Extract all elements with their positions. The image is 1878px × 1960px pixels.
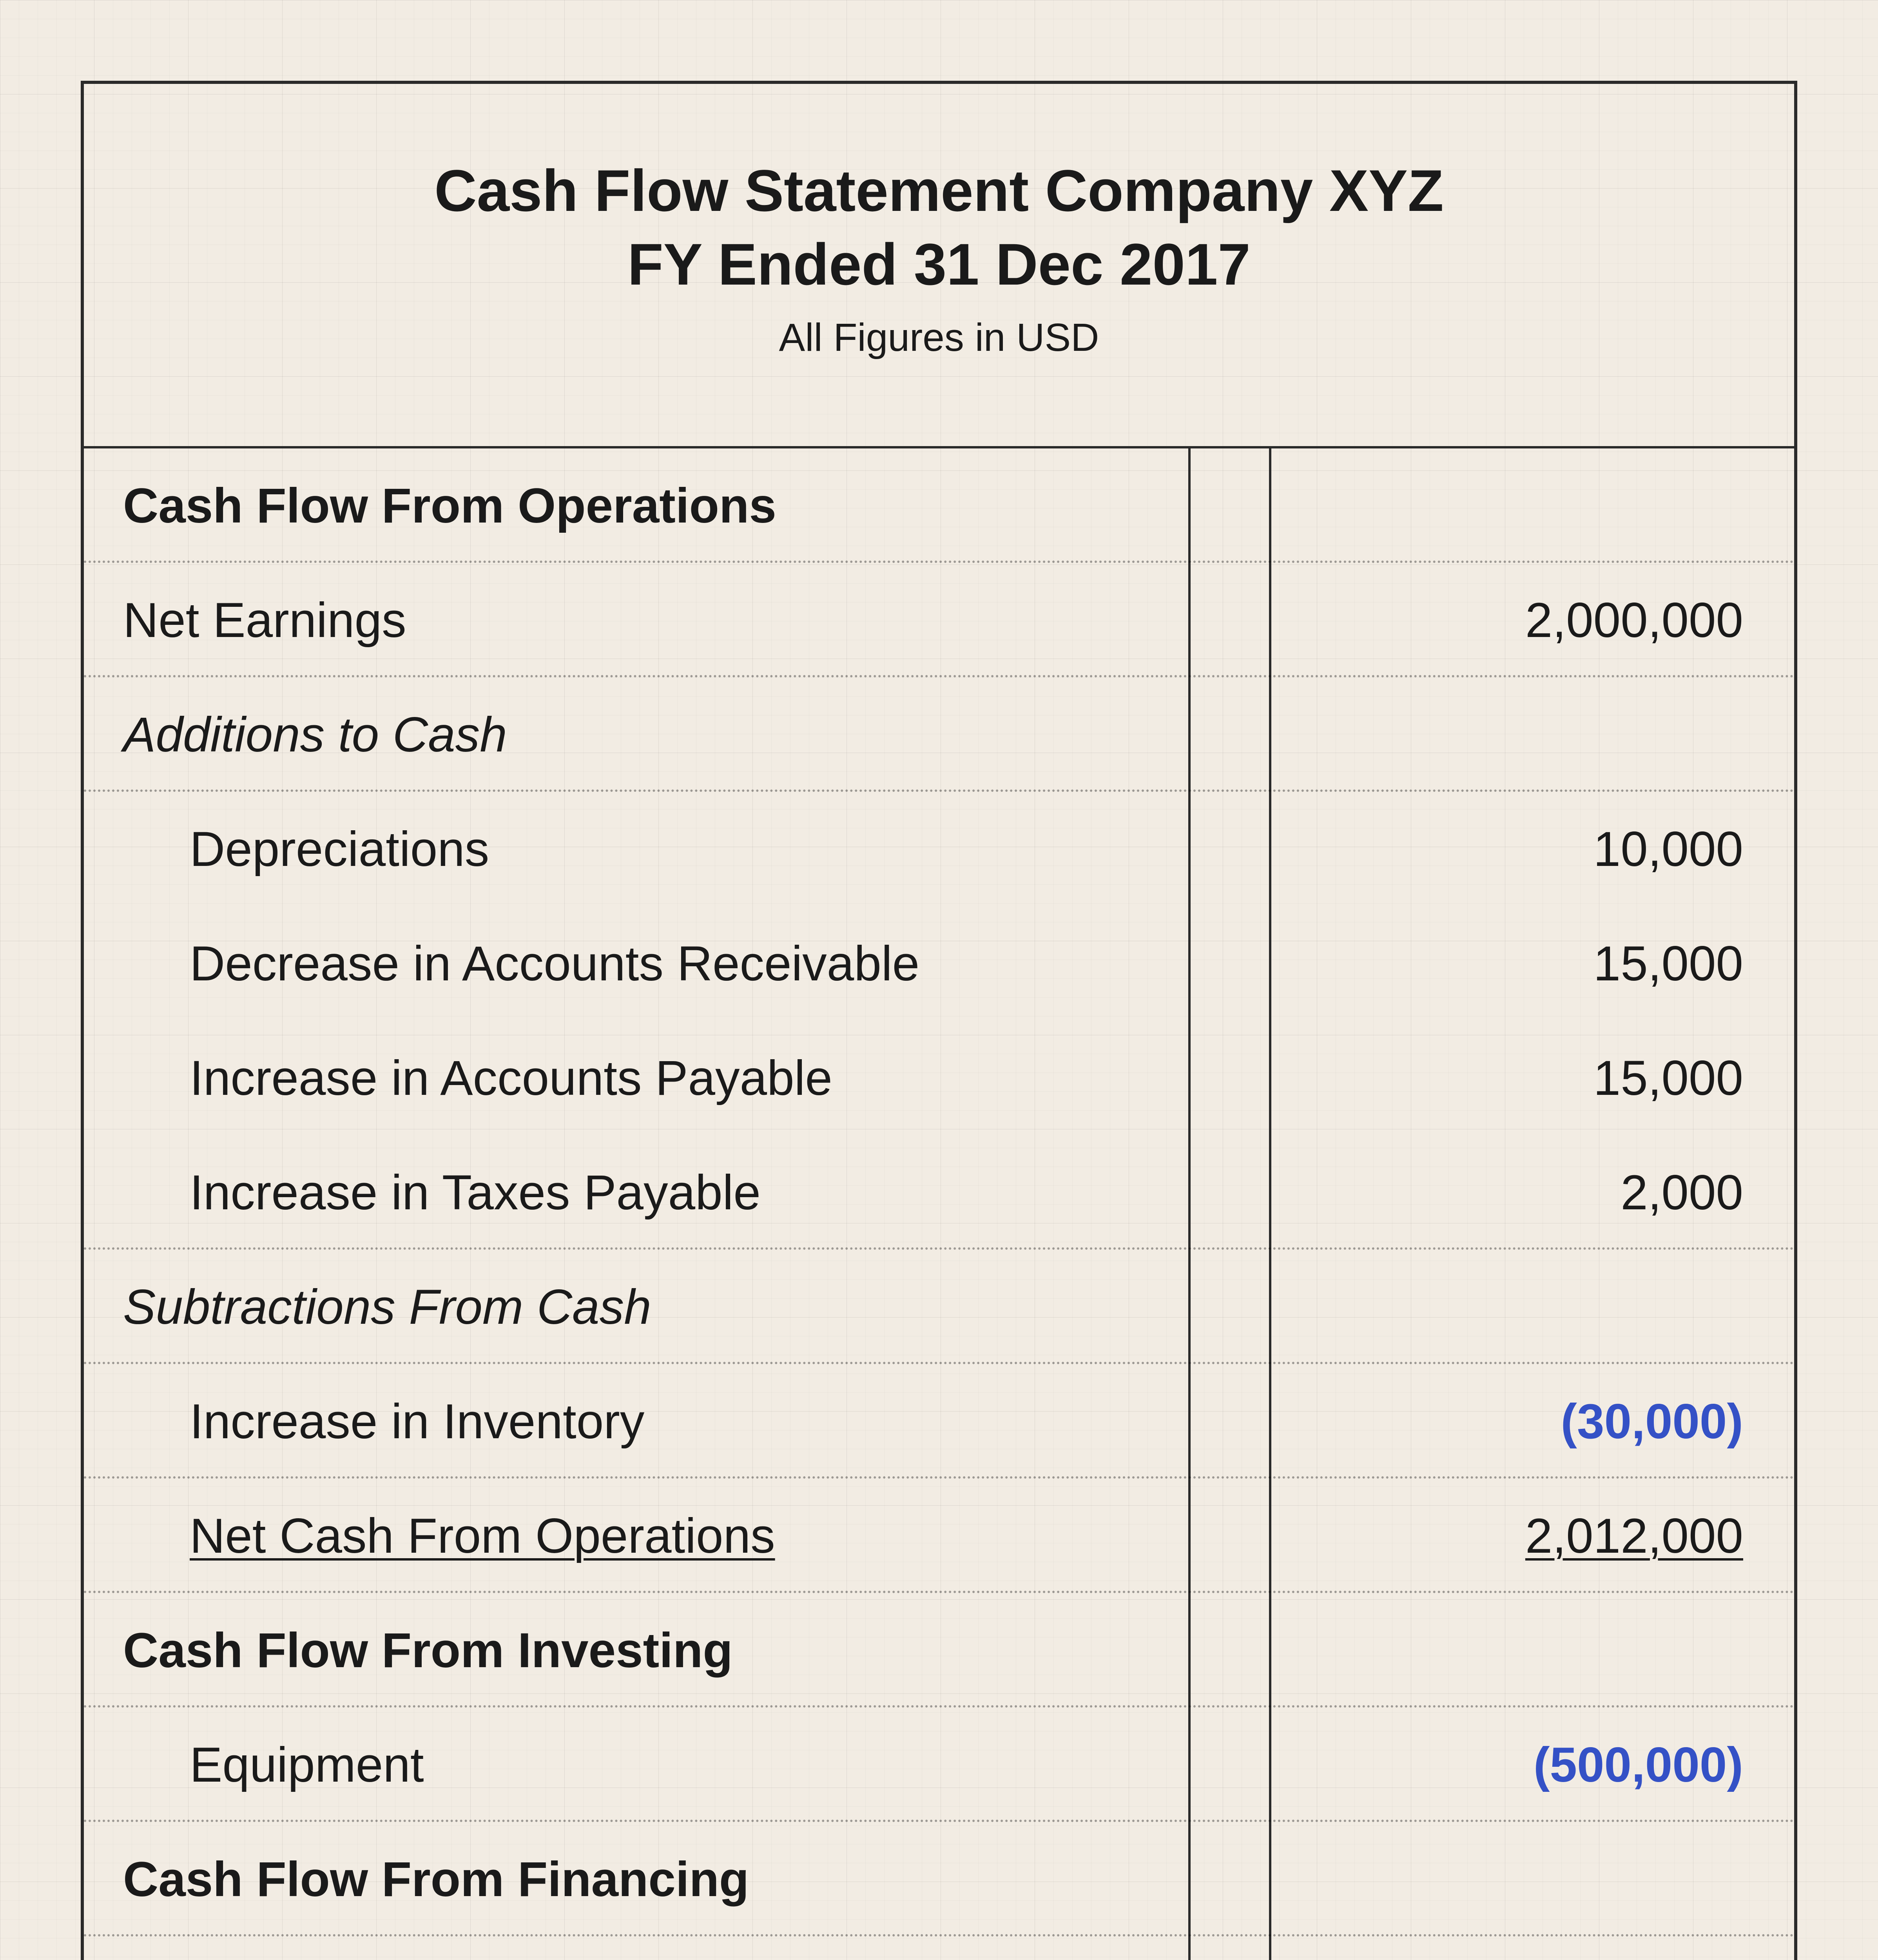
row-label: Decrease in Accounts Receivable — [123, 936, 919, 992]
row-label-cell: Cash Flow From Financing — [84, 1822, 1188, 1936]
row-label-cell: Net Earnings — [84, 563, 1188, 677]
row-mid-cell — [1188, 1708, 1271, 1822]
row-mid-cell — [1188, 906, 1271, 1021]
table-row: Depreciations 10,000 — [84, 792, 1794, 906]
table-row: Increase in Accounts Payable 15,000 — [84, 1021, 1794, 1135]
row-label: Increase in Inventory — [123, 1394, 644, 1450]
row-label-cell: Increase in Taxes Payable — [84, 1135, 1188, 1250]
row-value-cell: 10,000 — [1271, 1936, 1794, 1960]
row-label-cell: Subtractions From Cash — [84, 1250, 1188, 1364]
row-mid-cell — [1188, 1479, 1271, 1593]
row-mid-cell — [1188, 792, 1271, 906]
row-label: Depreciations — [123, 821, 489, 877]
row-mid-cell — [1188, 448, 1271, 563]
row-label: Increase in Taxes Payable — [123, 1165, 761, 1221]
row-label: Cash Flow From Financing — [123, 1851, 749, 1907]
table-row: Additions to Cash — [84, 677, 1794, 792]
table-row: Decrease in Accounts Receivable 15,000 — [84, 906, 1794, 1021]
row-label-cell: Increase in Accounts Payable — [84, 1021, 1188, 1135]
table-row: Net Earnings 2,000,000 — [84, 563, 1794, 677]
cash-flow-table: Cash Flow Statement Company XYZ FY Ended… — [81, 81, 1797, 1960]
row-value: 15,000 — [1593, 936, 1743, 992]
row-mid-cell — [1188, 1593, 1271, 1708]
row-value: 2,000 — [1621, 1165, 1743, 1221]
table-row: Increase in Inventory (30,000) — [84, 1364, 1794, 1479]
row-mid-cell — [1188, 1822, 1271, 1936]
table-header: Cash Flow Statement Company XYZ FY Ended… — [84, 84, 1794, 448]
row-label-cell: Cash Flow From Operations — [84, 448, 1188, 563]
row-mid-cell — [1188, 1250, 1271, 1364]
row-value-cell: (500,000) — [1271, 1708, 1794, 1822]
row-value-cell — [1271, 677, 1794, 792]
row-value: (30,000) — [1561, 1394, 1743, 1450]
row-value: 15,000 — [1593, 1050, 1743, 1106]
row-label-cell: Equipment — [84, 1708, 1188, 1822]
row-label: Additions to Cash — [123, 707, 507, 763]
title-line-1: Cash Flow Statement Company XYZ — [434, 154, 1443, 228]
row-value-cell — [1271, 1593, 1794, 1708]
table-row: Increase in Taxes Payable 2,000 — [84, 1135, 1794, 1250]
row-mid-cell — [1188, 1135, 1271, 1250]
row-value: 10,000 — [1593, 821, 1743, 877]
table-body: Cash Flow From Operations Net Earnings 2,0… — [84, 448, 1794, 1960]
row-value-cell: 2,000 — [1271, 1135, 1794, 1250]
row-value-cell — [1271, 1250, 1794, 1364]
row-mid-cell — [1188, 1021, 1271, 1135]
row-label-cell: Notes Payable — [84, 1936, 1188, 1960]
row-label: Net Cash From Operations — [123, 1508, 775, 1564]
row-label-cell: Additions to Cash — [84, 677, 1188, 792]
row-label: Subtractions From Cash — [123, 1279, 651, 1335]
title-line-2: FY Ended 31 Dec 2017 — [627, 228, 1251, 301]
table-row: Notes Payable 10,000 — [84, 1936, 1794, 1960]
row-label-cell: Net Cash From Operations — [84, 1479, 1188, 1593]
row-value-cell: 2,000,000 — [1271, 563, 1794, 677]
row-value-cell: 15,000 — [1271, 1021, 1794, 1135]
row-label: Net Earnings — [123, 592, 406, 648]
subtitle: All Figures in USD — [779, 315, 1099, 360]
row-label: Increase in Accounts Payable — [123, 1050, 832, 1106]
row-label-cell: Cash Flow From Investing — [84, 1593, 1188, 1708]
row-value: 2,000,000 — [1525, 592, 1743, 648]
row-label: Cash Flow From Investing — [123, 1622, 733, 1679]
row-label: Equipment — [123, 1737, 424, 1793]
row-mid-cell — [1188, 563, 1271, 677]
row-label: Cash Flow From Operations — [123, 478, 776, 534]
row-value-cell: 2,012,000 — [1271, 1479, 1794, 1593]
table-row: Equipment (500,000) — [84, 1708, 1794, 1822]
row-value: (500,000) — [1534, 1737, 1743, 1793]
row-mid-cell — [1188, 1936, 1271, 1960]
row-label-cell: Decrease in Accounts Receivable — [84, 906, 1188, 1021]
row-label-cell: Increase in Inventory — [84, 1364, 1188, 1479]
row-label-cell: Depreciations — [84, 792, 1188, 906]
row-value-cell: (30,000) — [1271, 1364, 1794, 1479]
table-row: Subtractions From Cash — [84, 1250, 1794, 1364]
row-value-cell: 10,000 — [1271, 792, 1794, 906]
table-row: Cash Flow From Investing — [84, 1593, 1794, 1708]
table-row: Cash Flow From Financing — [84, 1822, 1794, 1936]
row-mid-cell — [1188, 677, 1271, 792]
table-row: Cash Flow From Operations — [84, 448, 1794, 563]
row-value-cell — [1271, 1822, 1794, 1936]
row-value-cell: 15,000 — [1271, 906, 1794, 1021]
row-value: 2,012,000 — [1525, 1508, 1743, 1564]
table-row: Net Cash From Operations 2,012,000 — [84, 1479, 1794, 1593]
row-value-cell — [1271, 448, 1794, 563]
row-mid-cell — [1188, 1364, 1271, 1479]
